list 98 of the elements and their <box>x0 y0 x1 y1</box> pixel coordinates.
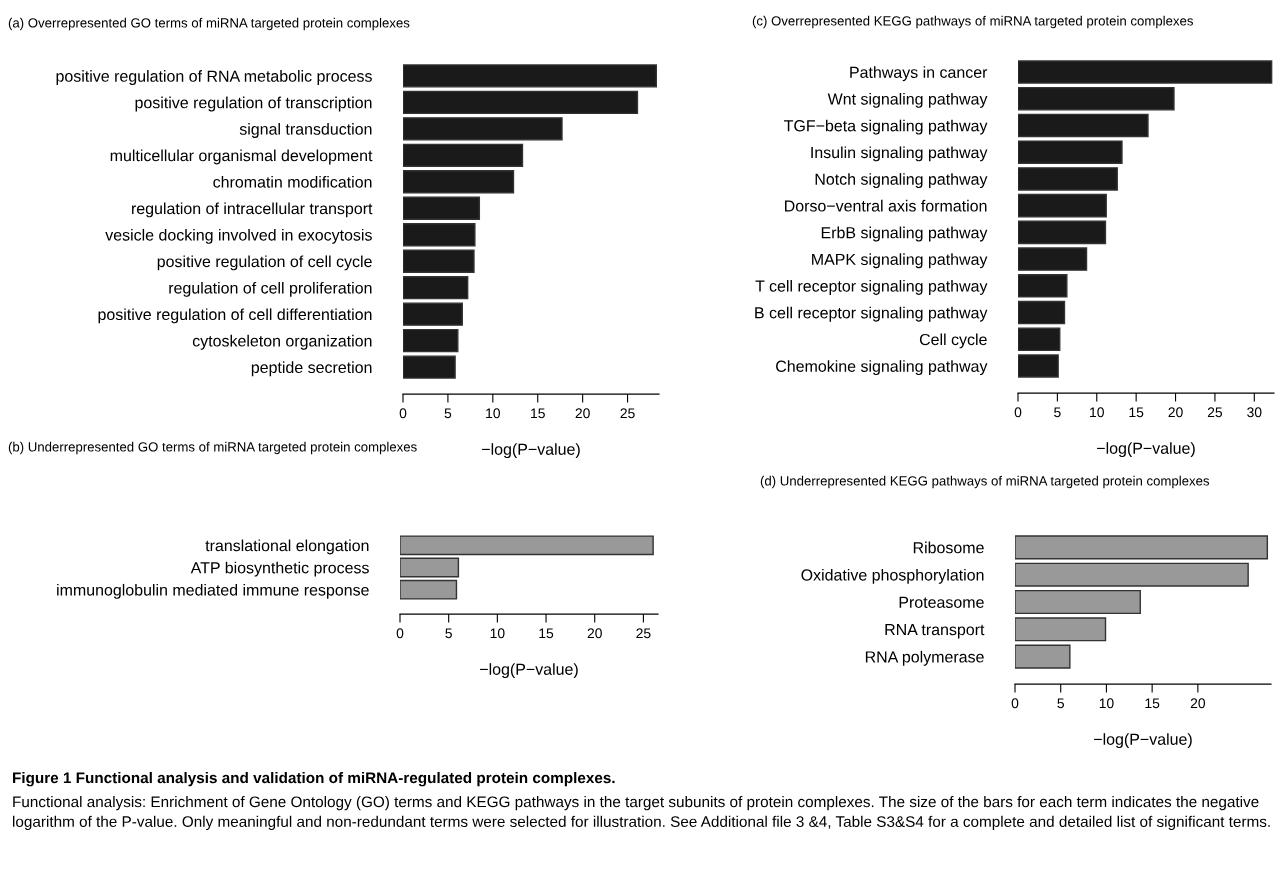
y-tick-label: positive regulation of cell differentiation <box>98 308 372 324</box>
y-tick-label: vesicle docking involved in exocytosis <box>105 228 372 244</box>
y-tick-label: Chemokine signaling pathway <box>776 360 988 376</box>
y-tick-label: RNA transport <box>885 624 985 639</box>
y-tick-label: cytoskeleton organization <box>192 334 372 350</box>
y-tick-label: Insulin signaling pathway <box>811 146 988 162</box>
x-tick-label: 25 <box>620 408 635 419</box>
caption: Figure 1 Functional analysis and validation of miRNA-regulated protein complexes. <box>13 772 615 787</box>
y-tick-label: chromatin modification <box>213 176 372 188</box>
bar <box>1015 535 1269 560</box>
x-tick-label: 20 <box>1190 698 1206 709</box>
x-tick-label: 15 <box>539 628 554 639</box>
x-tick-label: 5 <box>445 628 452 639</box>
x-tick-label: 30 <box>1247 407 1262 418</box>
x-tick-label: 10 <box>1090 407 1104 418</box>
bar <box>1018 86 1175 111</box>
y-tick-label: ATP biosynthetic process <box>190 561 369 577</box>
x-tick-label: 15 <box>1145 698 1160 709</box>
x-tick-label: 0 <box>1014 407 1022 418</box>
y-tick-label: positive regulation of RNA metabolic process <box>56 70 372 85</box>
x-axis-title: −log(P−value) <box>1094 733 1192 749</box>
x-tick-label: 10 <box>486 408 501 419</box>
bar <box>400 535 654 556</box>
bar <box>403 302 463 326</box>
bar <box>403 249 475 273</box>
x-tick-label: 20 <box>587 628 602 639</box>
bar <box>403 143 524 167</box>
x-tick-label: 5 <box>1054 407 1061 418</box>
bar <box>1018 327 1061 352</box>
y-tick-label: Dorso−ventral axis formation <box>785 199 987 212</box>
bar <box>403 355 456 379</box>
x-tick-label: 25 <box>636 628 651 639</box>
y-tick-label: positive regulation of transcription <box>135 96 372 112</box>
y-tick-label: multicellular organismal development <box>110 149 373 165</box>
x-tick-label: 15 <box>531 408 545 419</box>
y-tick-label: Notch signaling pathway <box>815 173 988 189</box>
y-tick-label: Pathways in cancer <box>850 66 988 82</box>
bar <box>403 196 481 220</box>
bar <box>403 328 459 353</box>
bar <box>1018 300 1066 325</box>
x-tick-label: 15 <box>1129 407 1144 418</box>
x-tick-label: 25 <box>1207 407 1223 418</box>
bar <box>403 276 469 300</box>
bar <box>1018 167 1118 191</box>
y-tick-label: immunoglobulin mediated immune response <box>57 583 369 599</box>
y-tick-label: RNA polymerase <box>865 650 984 666</box>
x-axis-title: −log(P−value) <box>482 443 580 459</box>
x-tick-label: 0 <box>396 628 404 639</box>
bar <box>1018 354 1059 378</box>
bar <box>1018 140 1123 164</box>
bar <box>1018 220 1107 245</box>
x-axis-title: −log(P−value) <box>480 663 578 679</box>
y-tick-label: MAPK signaling pathway <box>812 253 988 269</box>
y-tick-label: Proteasome <box>899 596 984 608</box>
x-axis-title: −log(P−value) <box>1097 442 1195 458</box>
x-tick-label: 0 <box>1011 698 1019 709</box>
x-tick-label: 20 <box>575 408 590 419</box>
chart-title: (d) Underrepresented KEGG pathways of miRNA targeted protein complexes <box>760 475 1210 489</box>
x-tick-label: 10 <box>1099 698 1114 709</box>
bar <box>403 223 476 247</box>
y-tick-label: positive regulation of cell cycle <box>157 255 372 271</box>
bar <box>1015 617 1107 642</box>
bar <box>403 170 515 194</box>
y-tick-label: signal transduction <box>239 123 372 138</box>
bar <box>1015 562 1249 587</box>
y-tick-label: B cell receptor signaling pathway <box>755 306 988 322</box>
x-tick-label: 0 <box>399 408 407 419</box>
x-tick-label: 20 <box>1168 407 1183 418</box>
x-tick-label: 10 <box>490 628 505 639</box>
y-tick-label: regulation of intracellular transport <box>132 202 373 218</box>
x-tick-label: 5 <box>444 408 452 419</box>
bar <box>403 90 639 115</box>
bar <box>1018 113 1149 138</box>
y-tick-label: peptide secretion <box>251 361 372 377</box>
y-tick-label: ErbB signaling pathway <box>821 226 988 242</box>
bar <box>1015 644 1071 669</box>
bar <box>403 64 658 88</box>
bar <box>400 557 460 578</box>
y-tick-label: regulation of cell proliferation <box>169 281 372 297</box>
text: (b) Underrepresented GO terms of miRNA targeted protein complexes <box>8 441 417 455</box>
bar <box>1018 193 1107 218</box>
bar <box>1018 60 1273 84</box>
chart-title: (c) Overrepresented KEGG pathways of miRNA targeted protein complexes <box>752 15 1193 29</box>
x-tick-label: 5 <box>1057 698 1064 709</box>
y-tick-label: Wnt signaling pathway <box>827 92 988 108</box>
y-tick-label: translational elongation <box>205 539 369 555</box>
bar <box>403 117 563 141</box>
text: (a) Overrepresented GO terms of miRNA targeted protein complexes <box>8 17 410 31</box>
text: Functional analysis: Enrichment of Gene Ontology (GO) terms and KEGG pathways in the target subunits of protein complexes. The size of the bars for each term indicates the negative logarithm of the P-value. Only meaningful and non-redundant terms were selected for illustration. See Additional file 3 &4, Table S3&S4 for a complete and detailed list of significant terms. <box>13 796 1270 831</box>
y-tick-label: TGF−beta signaling pathway <box>784 119 988 135</box>
bar <box>1018 274 1068 298</box>
bar <box>1015 589 1141 615</box>
bar <box>1018 247 1088 271</box>
bar <box>400 579 458 600</box>
y-tick-label: T cell receptor signaling pathway <box>755 280 988 295</box>
y-tick-label: Ribosome <box>913 541 984 554</box>
y-tick-label: Oxidative phosphorylation <box>801 568 984 584</box>
y-tick-label: Cell cycle <box>919 333 987 349</box>
